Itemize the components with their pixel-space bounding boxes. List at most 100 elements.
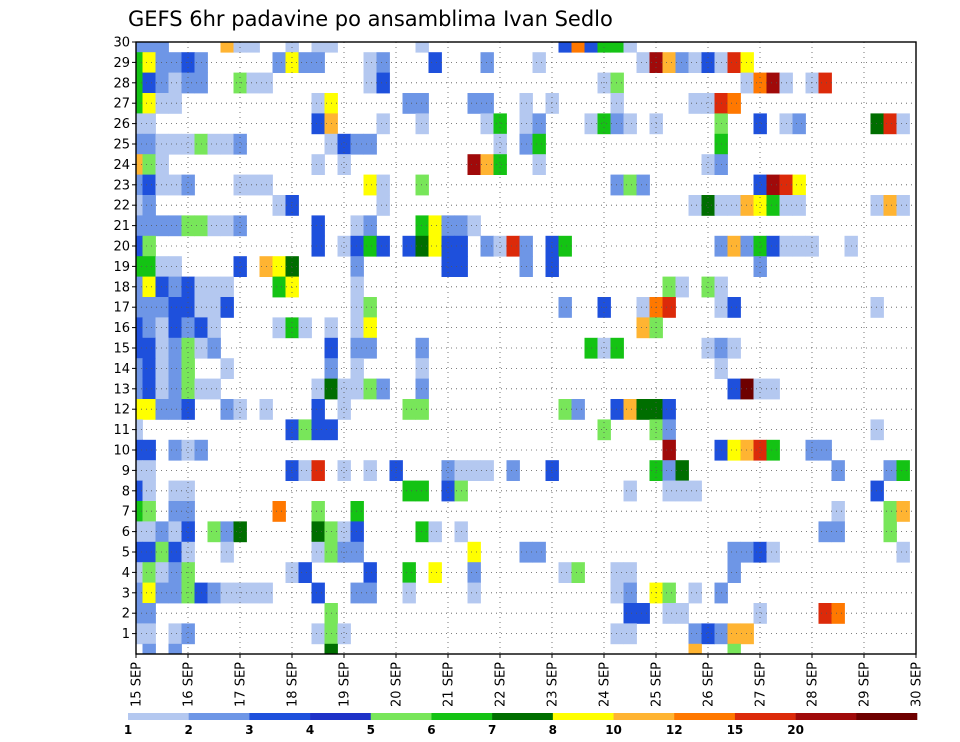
heatmap-cell	[155, 358, 169, 379]
legend-label: 20	[787, 723, 804, 737]
heatmap-cell	[311, 42, 325, 53]
heatmap-cell	[168, 521, 182, 543]
heatmap-cell	[142, 541, 156, 563]
heatmap-cell	[818, 72, 832, 94]
heatmap-cell	[402, 235, 416, 257]
heatmap-cell	[740, 541, 754, 563]
heatmap-cell	[311, 154, 325, 175]
heatmap-cell	[415, 215, 429, 237]
heatmap-cell	[136, 541, 143, 563]
heatmap-cell	[168, 643, 182, 655]
heatmap-cell	[883, 460, 897, 481]
heatmap-cell	[896, 195, 910, 216]
y-tick-label: 29	[113, 56, 130, 71]
legend-label: 2	[185, 723, 193, 737]
heatmap-cell	[136, 358, 143, 379]
heatmap-cell	[662, 439, 676, 461]
heatmap-cell	[142, 623, 156, 645]
heatmap-cell	[727, 378, 741, 400]
heatmap-cell	[402, 93, 416, 114]
heatmap-cell	[688, 195, 702, 216]
legend-label: 1	[124, 723, 132, 737]
heatmap-cell	[701, 195, 715, 216]
heatmap-cell	[467, 154, 481, 175]
heatmap-cell	[467, 460, 481, 481]
heatmap-cell	[142, 603, 156, 624]
heatmap-cell	[311, 399, 325, 420]
heatmap-cell	[831, 460, 845, 481]
heatmap-cell	[181, 378, 195, 400]
heatmap-cell	[363, 133, 377, 155]
heatmap-cell	[610, 562, 624, 583]
y-tick-label: 25	[113, 138, 130, 153]
heatmap-cell	[740, 52, 754, 73]
heatmap-cell	[337, 235, 351, 257]
heatmap-cell	[142, 501, 156, 522]
y-tick-label: 21	[113, 219, 130, 234]
heatmap-cell	[831, 521, 845, 543]
heatmap-cell	[324, 42, 338, 53]
heatmap-cell	[376, 113, 390, 135]
heatmap-cell	[428, 521, 442, 543]
legend-swatch	[795, 713, 857, 720]
heatmap-cell	[285, 460, 299, 481]
heatmap-cell	[376, 174, 390, 196]
heatmap-cell	[337, 399, 351, 420]
heatmap-cell	[766, 235, 780, 257]
heatmap-cell	[532, 113, 546, 135]
heatmap-cell	[636, 174, 650, 196]
heatmap-cell	[831, 603, 845, 624]
heatmap-cell	[155, 317, 169, 339]
heatmap-cell	[727, 439, 741, 461]
heatmap-cell	[558, 297, 572, 318]
heatmap-cell	[545, 256, 559, 277]
heatmap-cell	[155, 42, 169, 53]
heatmap-cell	[688, 643, 702, 655]
heatmap-cell	[402, 480, 416, 502]
heatmap-cell	[350, 297, 364, 318]
heatmap-cell	[571, 42, 585, 53]
heatmap-cell	[701, 623, 715, 645]
heatmap-cell	[545, 460, 559, 481]
heatmap-cell	[610, 623, 624, 645]
heatmap-cell	[675, 52, 689, 73]
heatmap-cell	[168, 337, 182, 359]
heatmap-cell	[155, 72, 169, 94]
heatmap-cell	[136, 623, 143, 645]
heatmap-cell	[168, 378, 182, 400]
heatmap-cell	[558, 562, 572, 583]
heatmap-cell	[532, 133, 546, 155]
heatmap-cell	[415, 358, 429, 379]
heatmap-cell	[136, 480, 143, 502]
heatmap-cell	[415, 42, 429, 53]
heatmap-cell	[337, 521, 351, 543]
y-tick-label: 24	[113, 158, 130, 173]
heatmap-cell	[155, 276, 169, 298]
heatmap-cell	[155, 378, 169, 400]
y-tick-label: 7	[122, 505, 130, 520]
heatmap-cell	[168, 317, 182, 339]
heatmap-cell	[350, 133, 364, 155]
legend-label: 6	[427, 723, 435, 737]
heatmap-cell	[168, 72, 182, 94]
heatmap-cell	[623, 174, 637, 196]
heatmap-cell	[415, 113, 429, 135]
heatmap-cell	[870, 195, 884, 216]
heatmap-cell	[136, 501, 143, 522]
heatmap-cell	[142, 521, 156, 543]
heatmap-cell	[136, 297, 143, 318]
x-tick-label: 25 SEP	[650, 662, 665, 707]
heatmap-cell	[207, 521, 221, 543]
heatmap-cell	[727, 297, 741, 318]
heatmap-cell	[136, 603, 143, 624]
heatmap-cell	[136, 419, 143, 441]
heatmap-cell	[727, 541, 741, 563]
legend-swatch	[128, 713, 189, 720]
heatmap-cell	[753, 235, 767, 257]
heatmap-cell	[636, 603, 650, 624]
heatmap-cell	[428, 52, 442, 73]
heatmap-cell	[136, 235, 143, 257]
heatmap-cell	[753, 195, 767, 216]
heatmap-cell	[376, 52, 390, 73]
